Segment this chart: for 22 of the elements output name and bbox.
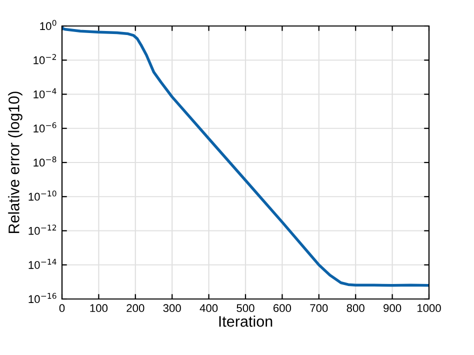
x-tick-label: 100 bbox=[90, 304, 108, 312]
y-tick-label: 10$^{−12}$ bbox=[28, 224, 56, 235]
x-tick-label: 1000 bbox=[417, 304, 441, 312]
x-tick-label: 400 bbox=[200, 304, 218, 312]
y-tick-label: 10$^{−4}$ bbox=[34, 88, 56, 98]
x-tick-label: 0 bbox=[59, 304, 65, 312]
x-tick-label: 700 bbox=[310, 304, 328, 312]
y-tick-label: 10$^{0}$ bbox=[40, 20, 56, 30]
y-tick-label: 10$^{−16}$ bbox=[28, 292, 56, 304]
y-tick-label: 10$^{−2}$ bbox=[34, 54, 56, 64]
x-tick-label: 200 bbox=[126, 304, 144, 312]
y-tick-label: 10$^{−10}$ bbox=[28, 190, 56, 201]
y-tick-label: 10$^{−8}$ bbox=[34, 156, 56, 167]
x-tick-label: 600 bbox=[273, 304, 292, 312]
y-axis-title: Relative error (log10) bbox=[8, 92, 22, 233]
y-tick-label: 10$^{−6}$ bbox=[34, 122, 56, 132]
x-tick-label: 300 bbox=[163, 304, 181, 312]
y-tick-label: 10$^{−14}$ bbox=[28, 258, 56, 269]
x-axis-title: Iteration bbox=[219, 316, 272, 327]
x-tick-label: 500 bbox=[236, 304, 254, 312]
x-tick-label: 900 bbox=[384, 304, 402, 312]
x-tick-label: 800 bbox=[346, 304, 364, 312]
